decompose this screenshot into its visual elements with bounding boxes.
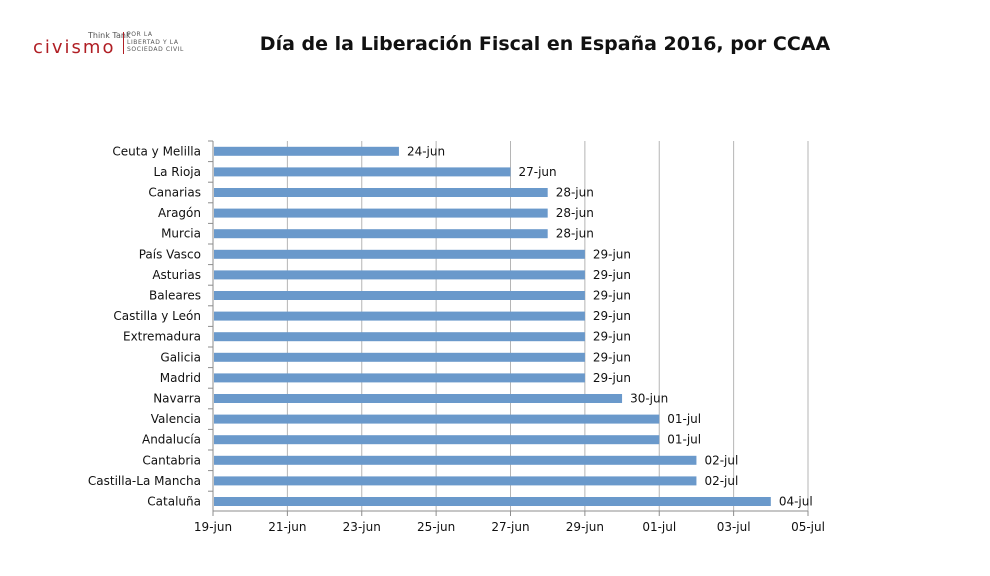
bar <box>214 311 585 321</box>
category-label: Navarra <box>153 392 201 406</box>
x-tick-labels: 19-jun 21-jun 23-jun 25-jun 27-jun 29-jun 01-j… <box>194 520 825 534</box>
x-tick-label: 23-jun <box>343 520 381 534</box>
data-label: 29-jun <box>593 289 631 303</box>
category-label: Valencia <box>151 412 201 426</box>
logo-think-tank-text: Think Tank <box>88 31 131 40</box>
category-label: Castilla y León <box>113 309 201 323</box>
x-tick-label: 27-jun <box>491 520 529 534</box>
bar <box>214 167 511 177</box>
category-label: Madrid <box>160 371 201 385</box>
data-label: 30-jun <box>630 392 668 406</box>
category-label: La Rioja <box>153 165 201 179</box>
chart-title: Día de la Liberación Fiscal en España 20… <box>259 33 831 55</box>
x-tick-label: 01-jul <box>642 520 676 534</box>
bar <box>214 352 585 362</box>
axes <box>208 140 809 516</box>
bar <box>214 208 548 218</box>
x-tick-label: 03-jul <box>717 520 751 534</box>
data-label: 27-jun <box>519 165 557 179</box>
bars <box>214 146 771 506</box>
logo-separator <box>123 32 124 54</box>
bar <box>214 414 660 424</box>
x-tick-label: 21-jun <box>268 520 306 534</box>
data-label: 28-jun <box>556 186 594 200</box>
bar <box>214 229 548 239</box>
category-label: Baleares <box>149 289 201 303</box>
bar <box>214 476 697 486</box>
bar <box>214 435 660 445</box>
x-tick-label: 19-jun <box>194 520 232 534</box>
category-label: Cataluña <box>147 495 201 509</box>
category-label: Extremadura <box>123 330 201 344</box>
data-labels: 24-jun 27-jun 28-jun 28-jun 28-jun 29-jun 29-j… <box>407 144 813 508</box>
bar <box>214 373 585 383</box>
data-label: 29-jun <box>593 330 631 344</box>
data-label: 28-jun <box>556 227 594 241</box>
data-label: 02-jul <box>704 453 738 467</box>
data-label: 28-jun <box>556 206 594 220</box>
category-label: Andalucía <box>142 433 201 447</box>
bar <box>214 497 771 506</box>
logo-tagline-line-2: LIBERTAD Y LA <box>127 38 179 46</box>
logo-tagline-line-3: SOCIEDAD CIVIL <box>127 46 185 54</box>
civismo-logo: Think Tank civismo POR LA LIBERTAD Y LA SO… <box>33 31 203 61</box>
logo-tagline-line-1: POR LA <box>127 31 153 38</box>
x-tick-label: 25-jun <box>417 520 455 534</box>
bar <box>214 249 585 259</box>
data-label: 29-jun <box>593 371 631 385</box>
category-label: País Vasco <box>139 247 201 261</box>
data-label: 29-jun <box>593 268 631 282</box>
data-label: 01-jul <box>667 412 701 426</box>
x-tick-label: 29-jun <box>566 520 604 534</box>
category-label: Canarias <box>148 186 201 200</box>
bar <box>214 188 548 197</box>
logo-wordmark: civismo <box>33 37 116 58</box>
bar <box>214 291 585 300</box>
category-label: Castilla-La Mancha <box>88 474 201 488</box>
x-tick-label: 05-jul <box>791 520 825 534</box>
data-label: 02-jul <box>704 474 738 488</box>
bar <box>214 332 585 342</box>
category-label: Aragón <box>158 206 201 220</box>
gridlines <box>286 141 809 511</box>
logo-tagline: POR LA LIBERTAD Y LA SOCIEDAD CIVIL <box>127 31 184 54</box>
bar <box>214 455 697 465</box>
data-label: 29-jun <box>593 247 631 261</box>
data-label: 29-jun <box>593 309 631 323</box>
data-label: 24-jun <box>407 144 445 158</box>
bar <box>214 270 585 280</box>
category-labels: Ceuta y Melilla La Rioja Canarias Aragón Mur… <box>88 144 201 508</box>
bar <box>214 394 623 403</box>
category-label: Asturias <box>152 268 201 282</box>
data-label: 01-jul <box>667 433 701 447</box>
category-label: Galicia <box>160 350 201 364</box>
category-label: Murcia <box>161 227 201 241</box>
category-label: Cantabria <box>142 453 201 467</box>
data-label: 29-jun <box>593 350 631 364</box>
category-label: Ceuta y Melilla <box>112 144 201 158</box>
data-label: 04-jul <box>779 495 813 509</box>
bar <box>214 146 399 156</box>
